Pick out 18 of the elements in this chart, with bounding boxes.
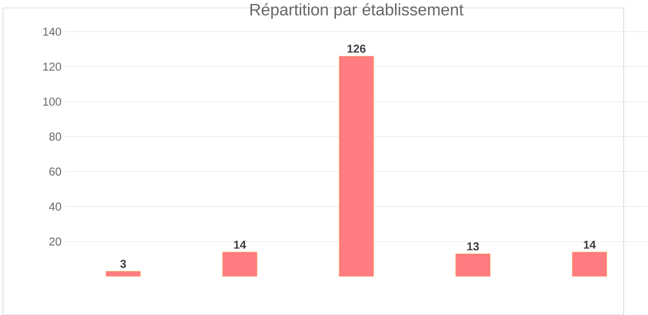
bar — [106, 271, 141, 277]
bar — [456, 254, 490, 277]
bar — [222, 252, 258, 277]
data-label: 14 — [234, 240, 246, 249]
y-tick-label: 40 — [49, 202, 62, 211]
bar — [338, 56, 374, 277]
chart-title: Répartition par établissement — [250, 3, 464, 19]
y-tick-label: 120 — [43, 62, 62, 71]
y-tick-label: 100 — [43, 98, 62, 106]
data-label: 13 — [467, 242, 479, 251]
y-tick-label: 60 — [49, 168, 62, 176]
data-label: 126 — [348, 44, 366, 53]
y-tick-label: 80 — [49, 132, 62, 141]
y-tick-label: 20 — [49, 238, 62, 246]
bar — [572, 252, 607, 277]
data-label: 3 — [120, 260, 126, 268]
y-tick-label: 140 — [43, 28, 62, 36]
data-label: 14 — [584, 240, 596, 249]
